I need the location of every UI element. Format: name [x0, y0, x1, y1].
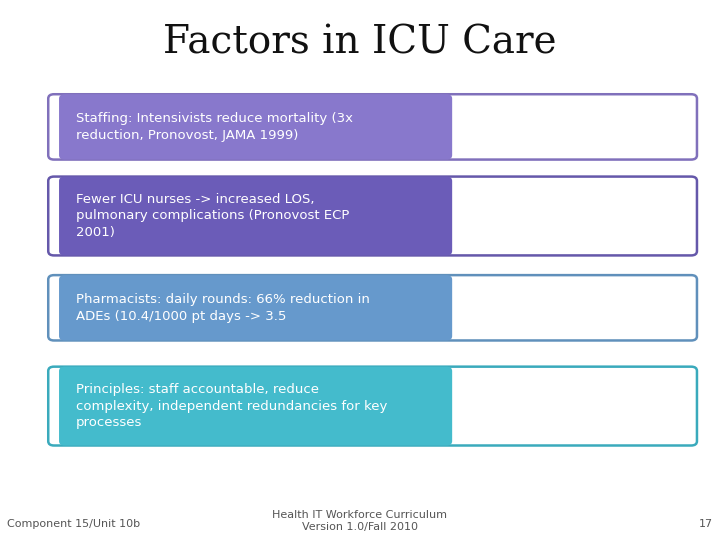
Text: Factors in ICU Care: Factors in ICU Care [163, 25, 557, 62]
Text: Pharmacists: daily rounds: 66% reduction in
ADEs (10.4/1000 pt days -> 3.5: Pharmacists: daily rounds: 66% reduction… [76, 293, 369, 322]
FancyBboxPatch shape [59, 275, 452, 341]
Text: Component 15/Unit 10b: Component 15/Unit 10b [7, 519, 140, 529]
FancyBboxPatch shape [59, 94, 452, 160]
Text: Fewer ICU nurses -> increased LOS,
pulmonary complications (Pronovost ECP
2001): Fewer ICU nurses -> increased LOS, pulmo… [76, 193, 349, 239]
Text: 17: 17 [698, 519, 713, 529]
FancyBboxPatch shape [59, 177, 452, 255]
FancyBboxPatch shape [59, 367, 452, 446]
Text: Health IT Workforce Curriculum
Version 1.0/Fall 2010: Health IT Workforce Curriculum Version 1… [272, 510, 448, 532]
Text: Staffing: Intensivists reduce mortality (3x
reduction, Pronovost, JAMA 1999): Staffing: Intensivists reduce mortality … [76, 112, 353, 141]
Text: Principles: staff accountable, reduce
complexity, independent redundancies for k: Principles: staff accountable, reduce co… [76, 383, 387, 429]
